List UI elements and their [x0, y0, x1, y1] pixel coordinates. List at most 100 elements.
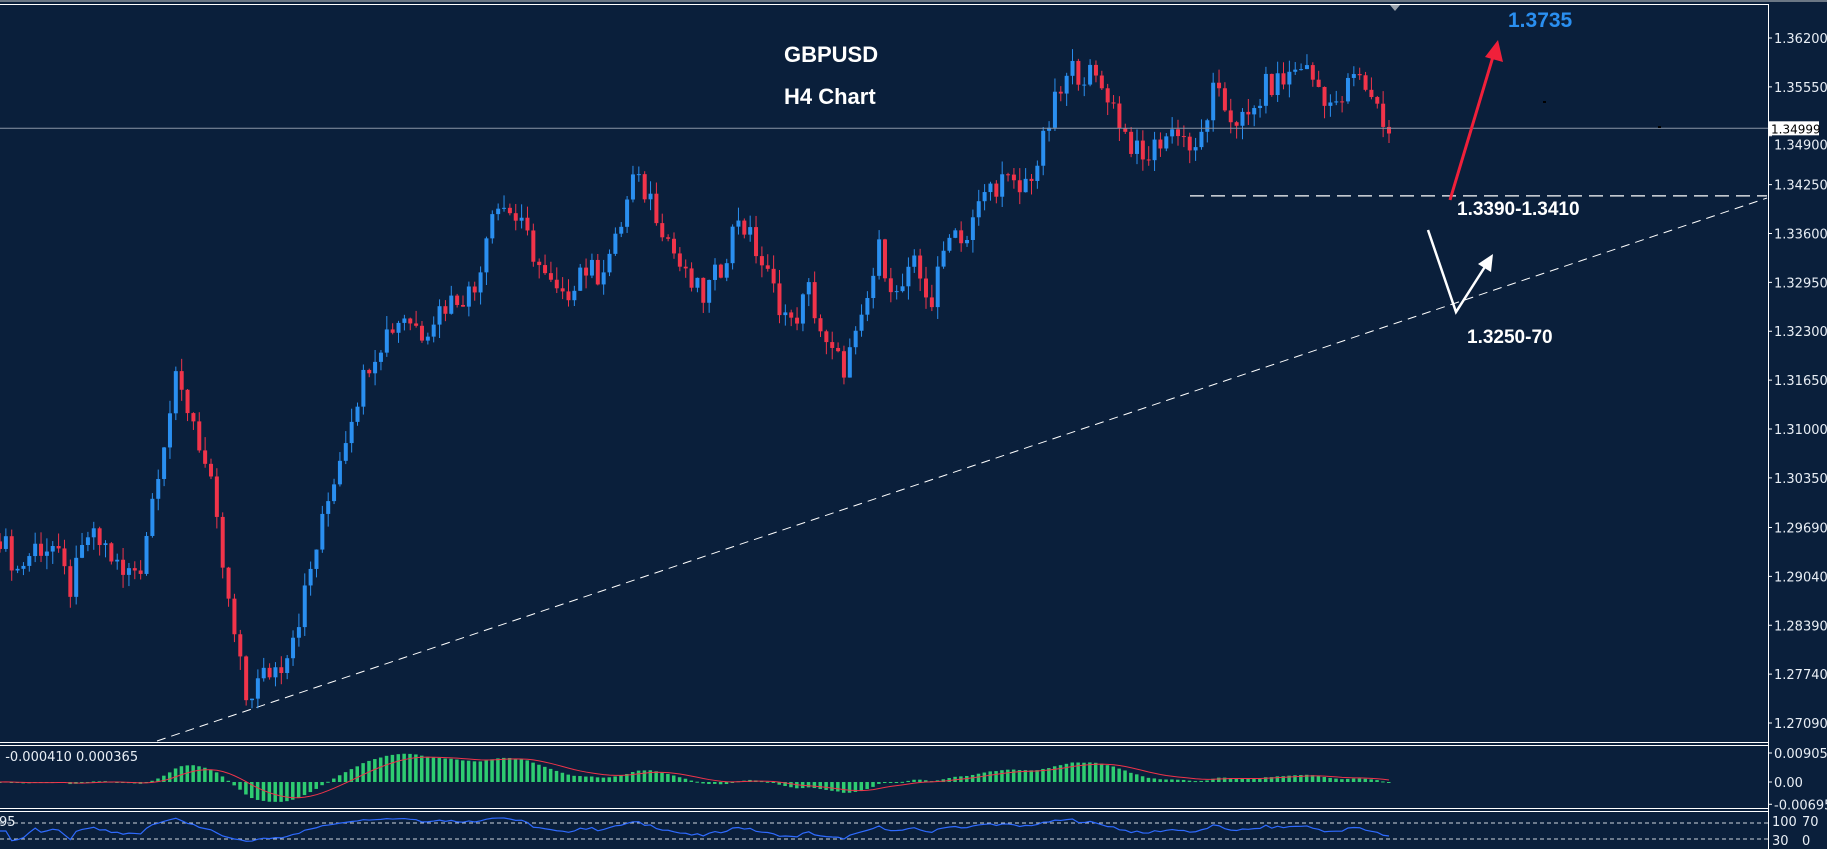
candle-body — [982, 192, 987, 202]
candle-body — [560, 288, 565, 292]
chart-shift-marker-icon[interactable] — [1390, 5, 1400, 11]
candle-body — [267, 667, 272, 678]
candle — [1093, 60, 1098, 83]
rsi-line — [0, 817, 1390, 842]
macd-histogram-bar — [683, 778, 688, 782]
macd-histogram-bar — [718, 782, 723, 785]
candle-body — [308, 568, 313, 586]
macd-histogram-bar — [267, 782, 272, 802]
macd-histogram-bar — [1240, 778, 1244, 782]
candle-body — [144, 535, 149, 574]
candle — [660, 213, 665, 242]
candle-body — [150, 498, 155, 536]
candle-body — [584, 267, 589, 276]
candle-body — [1176, 129, 1181, 137]
macd-histogram-bar — [560, 772, 565, 782]
candle — [754, 215, 759, 264]
candle-body — [1193, 147, 1198, 151]
candle — [595, 253, 600, 286]
macd-histogram-bar — [343, 772, 348, 782]
macd-histogram-bar — [918, 779, 922, 782]
candle-body — [197, 421, 202, 451]
candle-body — [754, 227, 759, 257]
candle-body — [402, 318, 407, 323]
candle-body — [1328, 102, 1333, 106]
candle-body — [666, 237, 671, 239]
candle — [836, 342, 841, 353]
candle-body — [882, 239, 887, 279]
macd-histogram-bar — [1269, 777, 1274, 782]
candle-body — [250, 698, 255, 701]
macd-histogram-bar — [1170, 779, 1174, 782]
macd-histogram-bar — [396, 754, 401, 782]
candle-body — [156, 478, 161, 499]
candle — [1369, 77, 1374, 100]
macd-histogram-bar — [1381, 781, 1385, 783]
candle — [208, 458, 213, 480]
candle-body — [1222, 88, 1227, 111]
candle — [841, 345, 846, 385]
bullish-arrow-icon — [1448, 40, 1503, 201]
macd-histogram-bar — [912, 779, 916, 782]
candle — [548, 261, 553, 283]
macd-histogram-bar — [519, 759, 524, 782]
candle — [1152, 131, 1157, 172]
candle — [1199, 119, 1204, 150]
candle-body — [314, 549, 319, 569]
candle-body — [718, 264, 723, 278]
candle — [1217, 69, 1222, 97]
candle — [795, 307, 800, 331]
candle — [396, 320, 401, 343]
candle — [1275, 61, 1280, 102]
macd-histogram-bar — [1176, 779, 1180, 782]
candle — [373, 350, 378, 386]
candle — [1047, 121, 1052, 142]
candle-body — [877, 239, 882, 276]
candle-body — [1105, 88, 1110, 103]
candle-body — [1369, 89, 1374, 98]
macd-histogram-bar — [1222, 777, 1227, 782]
macd-histogram-bar — [1088, 762, 1092, 782]
candle-body — [865, 298, 870, 315]
candle — [1140, 130, 1145, 171]
candle — [1000, 161, 1005, 207]
candle-body — [320, 513, 325, 550]
candle — [138, 560, 143, 580]
macd-histogram-bar — [173, 768, 178, 782]
candle — [425, 332, 430, 345]
candle — [197, 412, 202, 453]
candle — [1123, 123, 1128, 135]
candle-body — [443, 306, 448, 314]
candle-body — [660, 223, 665, 238]
candle — [1117, 96, 1122, 142]
macd-histogram-bar — [1006, 769, 1010, 782]
candle-body — [109, 543, 114, 562]
macd-histogram-bar — [208, 769, 213, 782]
candle-body — [208, 463, 213, 477]
candles — [0, 49, 1391, 709]
macd-histogram-bar — [642, 770, 647, 782]
candle-body — [285, 658, 290, 674]
candle — [502, 195, 507, 212]
candle-body — [1281, 73, 1286, 85]
candle-body — [33, 543, 38, 557]
candle-body — [1246, 111, 1251, 115]
macd-histogram-bar — [1252, 778, 1256, 782]
macd-histogram-bar — [361, 763, 365, 782]
candle-body — [847, 347, 852, 378]
candle — [9, 529, 14, 581]
candle — [601, 259, 606, 295]
macd-histogram-bar — [566, 774, 570, 782]
candle — [1070, 49, 1075, 85]
pullback-arrow-icon — [1426, 229, 1493, 315]
macd-histogram-bar — [1058, 765, 1063, 782]
candle-body — [39, 543, 44, 556]
candle — [513, 203, 518, 231]
candle — [1006, 172, 1011, 182]
candle-body — [1299, 69, 1304, 71]
candle — [1058, 86, 1063, 102]
macd-histogram-bar — [431, 757, 436, 782]
candle — [1105, 83, 1110, 116]
macd-histogram-bar — [1246, 778, 1250, 782]
